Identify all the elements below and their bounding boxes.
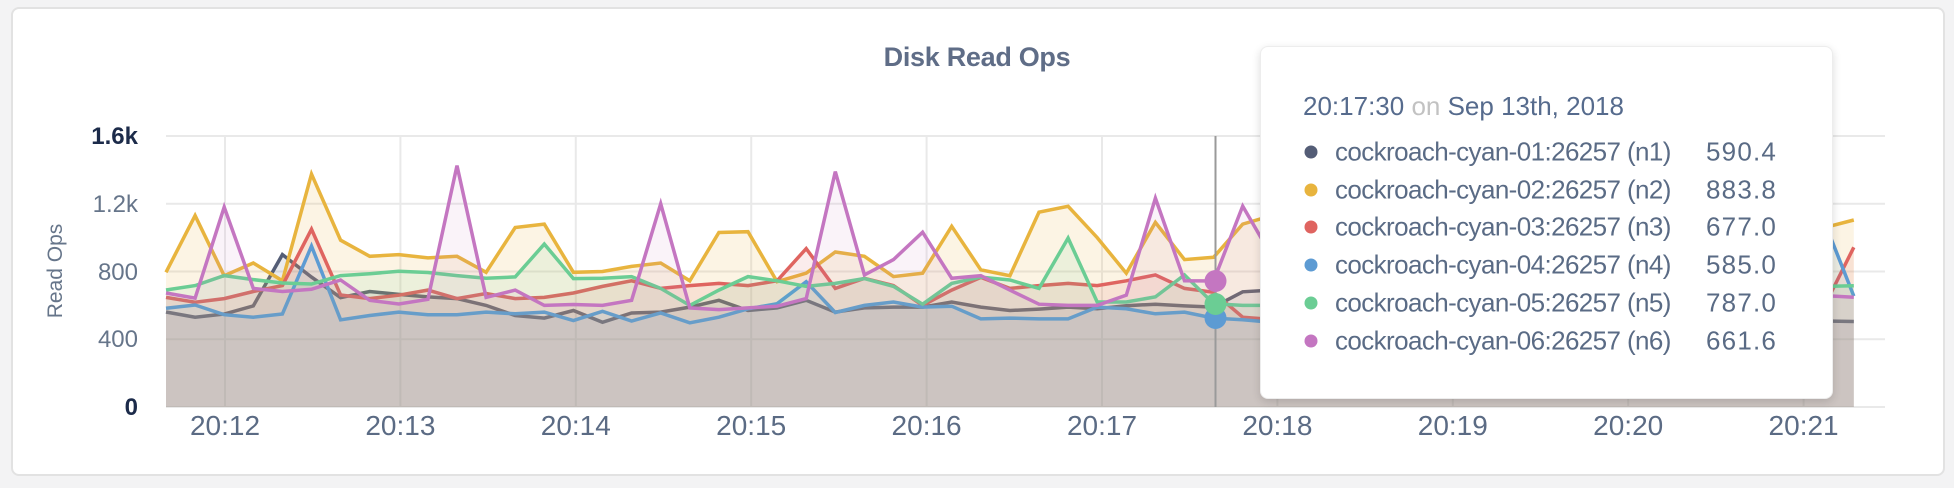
svg-text:20:17: 20:17 [1067, 410, 1137, 441]
svg-text:20:16: 20:16 [892, 410, 962, 441]
svg-text:20:18: 20:18 [1242, 410, 1312, 441]
svg-text:1.6k: 1.6k [91, 123, 138, 150]
svg-text:20:13: 20:13 [365, 410, 435, 441]
svg-text:800: 800 [98, 259, 138, 286]
svg-text:20:19: 20:19 [1418, 410, 1488, 441]
svg-text:400: 400 [98, 326, 138, 353]
svg-text:20:20: 20:20 [1593, 410, 1663, 441]
svg-text:20:14: 20:14 [541, 410, 611, 441]
svg-text:Read Ops: Read Ops [44, 224, 67, 319]
svg-text:20:12: 20:12 [190, 410, 260, 441]
svg-text:20:21: 20:21 [1769, 410, 1839, 441]
svg-text:1.2k: 1.2k [93, 191, 139, 218]
svg-text:20:15: 20:15 [716, 410, 786, 441]
svg-text:0: 0 [125, 394, 138, 421]
